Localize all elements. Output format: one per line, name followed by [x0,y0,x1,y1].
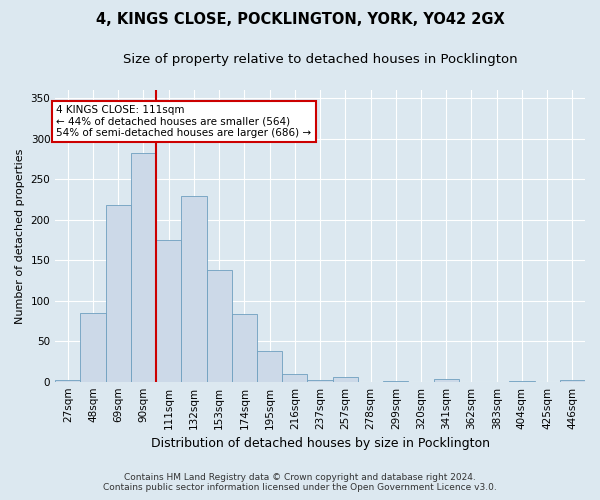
Bar [332,377,358,382]
Bar [206,270,232,382]
Bar [232,314,257,382]
X-axis label: Distribution of detached houses by size in Pocklington: Distribution of detached houses by size … [151,437,490,450]
Text: 4 KINGS CLOSE: 111sqm
← 44% of detached houses are smaller (564)
54% of semi-det: 4 KINGS CLOSE: 111sqm ← 44% of detached … [56,105,311,138]
Bar [131,152,156,382]
Bar [560,380,585,382]
Bar [181,196,206,382]
Bar [383,381,409,382]
Bar [80,313,106,382]
Bar [156,240,181,382]
Bar [307,380,332,382]
Bar [282,374,307,382]
Bar [434,380,459,382]
Y-axis label: Number of detached properties: Number of detached properties [15,148,25,324]
Bar [257,351,282,382]
Bar [106,205,131,382]
Bar [55,380,80,382]
Title: Size of property relative to detached houses in Pocklington: Size of property relative to detached ho… [123,52,517,66]
Bar [509,381,535,382]
Text: Contains HM Land Registry data © Crown copyright and database right 2024.
Contai: Contains HM Land Registry data © Crown c… [103,473,497,492]
Text: 4, KINGS CLOSE, POCKLINGTON, YORK, YO42 2GX: 4, KINGS CLOSE, POCKLINGTON, YORK, YO42 … [95,12,505,28]
